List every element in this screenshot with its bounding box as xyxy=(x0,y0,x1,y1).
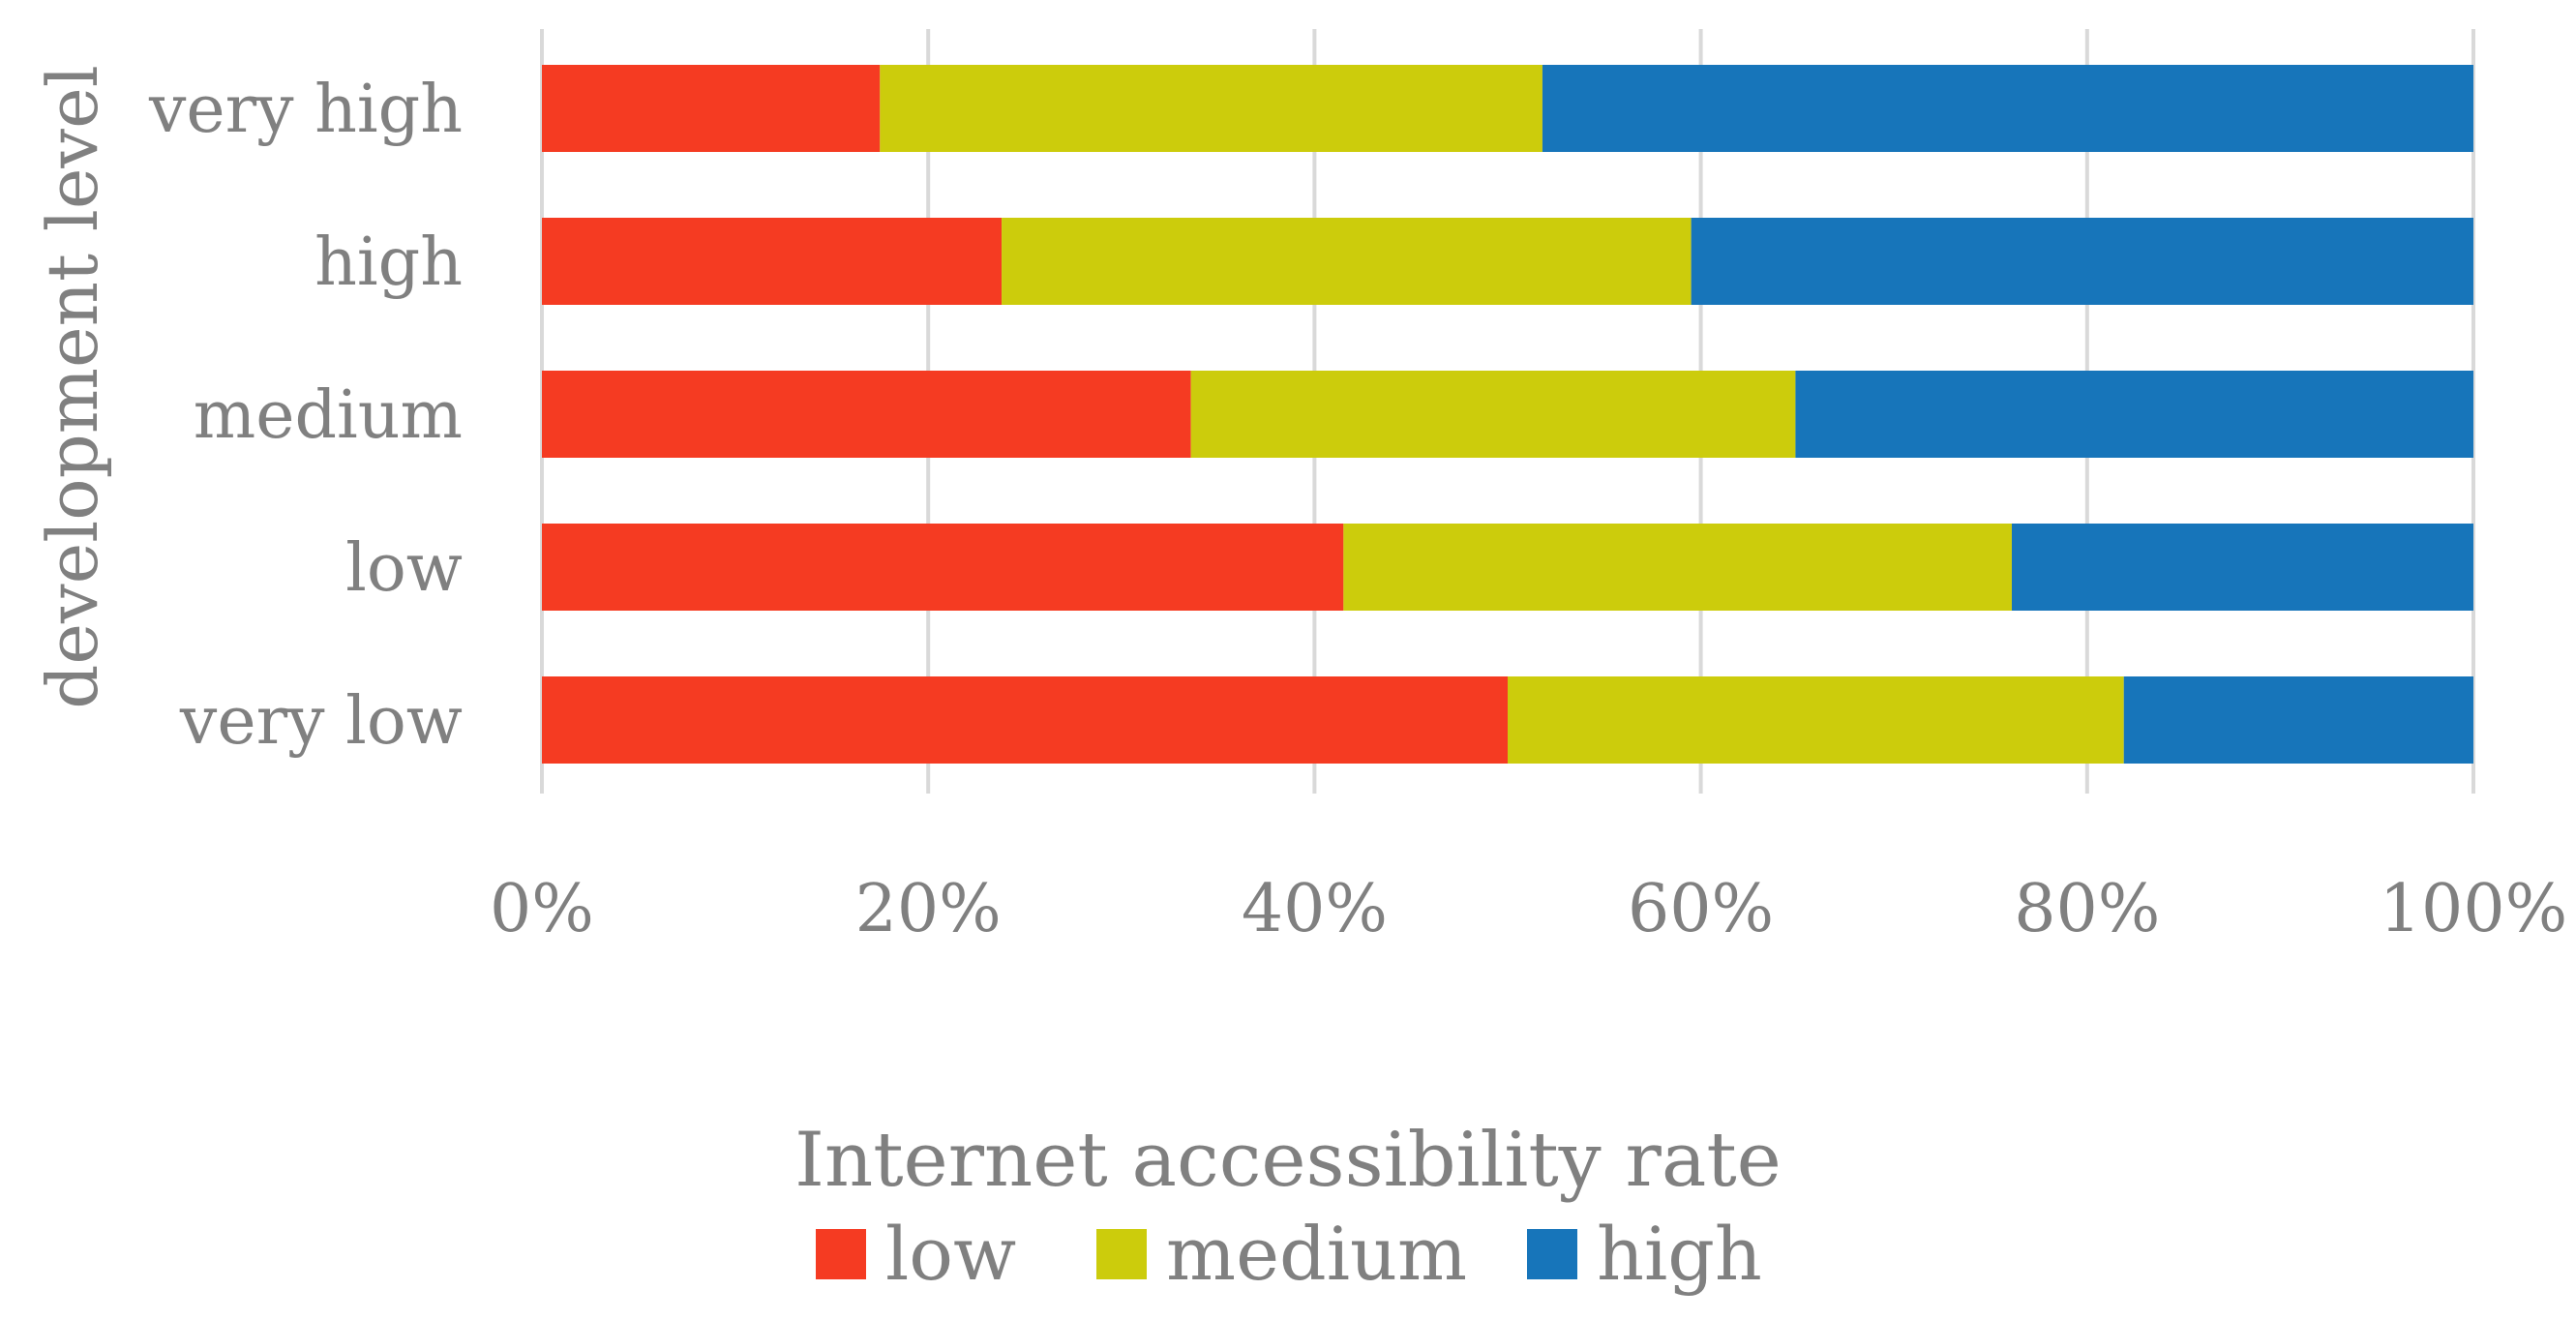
y-tick-label: very low xyxy=(179,683,463,760)
bar-high xyxy=(1795,371,2473,458)
bar-low xyxy=(542,676,1508,764)
legend-swatch-medium xyxy=(1096,1229,1147,1279)
bar-high xyxy=(1691,218,2473,305)
bar-low xyxy=(542,371,1191,458)
bar-medium xyxy=(1508,676,2124,764)
y-tick-label: medium xyxy=(194,377,463,454)
legend-title: Internet accessibility rate xyxy=(794,1117,1782,1204)
legend-swatch-low xyxy=(816,1229,866,1279)
x-axis-ticks: 0% 20% 40% 60% 80% 100% xyxy=(490,871,2567,947)
bar-low xyxy=(542,524,1344,611)
legend-swatch-high xyxy=(1527,1229,1577,1279)
x-tick-label: 0% xyxy=(490,871,594,947)
x-tick-label: 40% xyxy=(1242,871,1388,947)
legend-label-high: high xyxy=(1597,1211,1762,1297)
legend-label-medium: medium xyxy=(1166,1211,1467,1297)
x-tick-label: 20% xyxy=(855,871,1002,947)
legend-label-low: low xyxy=(885,1211,1016,1297)
bar-low xyxy=(542,65,881,152)
y-tick-label: high xyxy=(315,225,463,301)
y-axis-title: development level xyxy=(32,65,113,708)
bar-high xyxy=(2123,676,2473,764)
bars xyxy=(542,65,2473,764)
bar-high xyxy=(1542,65,2473,152)
bar-low xyxy=(542,218,1003,305)
bar-medium xyxy=(1002,218,1692,305)
legend: Internet accessibility rate low medium hig… xyxy=(794,1117,1782,1297)
y-tick-label: very high xyxy=(148,72,463,148)
bar-medium xyxy=(880,65,1543,152)
bar-high xyxy=(2011,524,2473,611)
y-tick-label: low xyxy=(345,530,463,607)
bar-medium xyxy=(1343,524,2012,611)
bar-medium xyxy=(1190,371,1796,458)
y-axis-ticks: very high high medium low very low xyxy=(148,72,463,760)
x-tick-label: 80% xyxy=(2014,871,2160,947)
x-tick-label: 60% xyxy=(1628,871,1774,947)
x-tick-label: 100% xyxy=(2380,871,2567,947)
